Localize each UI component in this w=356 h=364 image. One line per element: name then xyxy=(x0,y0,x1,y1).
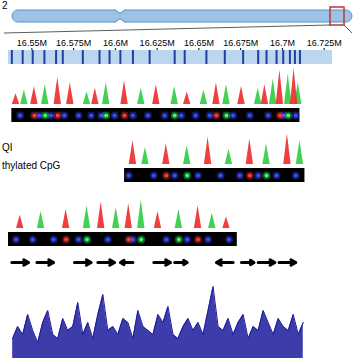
svg-text:16.55M: 16.55M xyxy=(17,38,47,48)
svg-text:16.7M: 16.7M xyxy=(270,38,295,48)
svg-text:16.65M: 16.65M xyxy=(184,38,214,48)
html-text:QI: QI xyxy=(2,142,13,153)
html-text:thylated CpG: thylated CpG xyxy=(2,160,61,171)
svg-text:16.575M: 16.575M xyxy=(56,38,91,48)
svg-text:16.725M: 16.725M xyxy=(307,38,342,48)
svg-text:16.675M: 16.675M xyxy=(223,38,258,48)
svg-text:16.625M: 16.625M xyxy=(140,38,175,48)
svg-text:2: 2 xyxy=(2,0,8,11)
svg-text:16.6M: 16.6M xyxy=(103,38,128,48)
